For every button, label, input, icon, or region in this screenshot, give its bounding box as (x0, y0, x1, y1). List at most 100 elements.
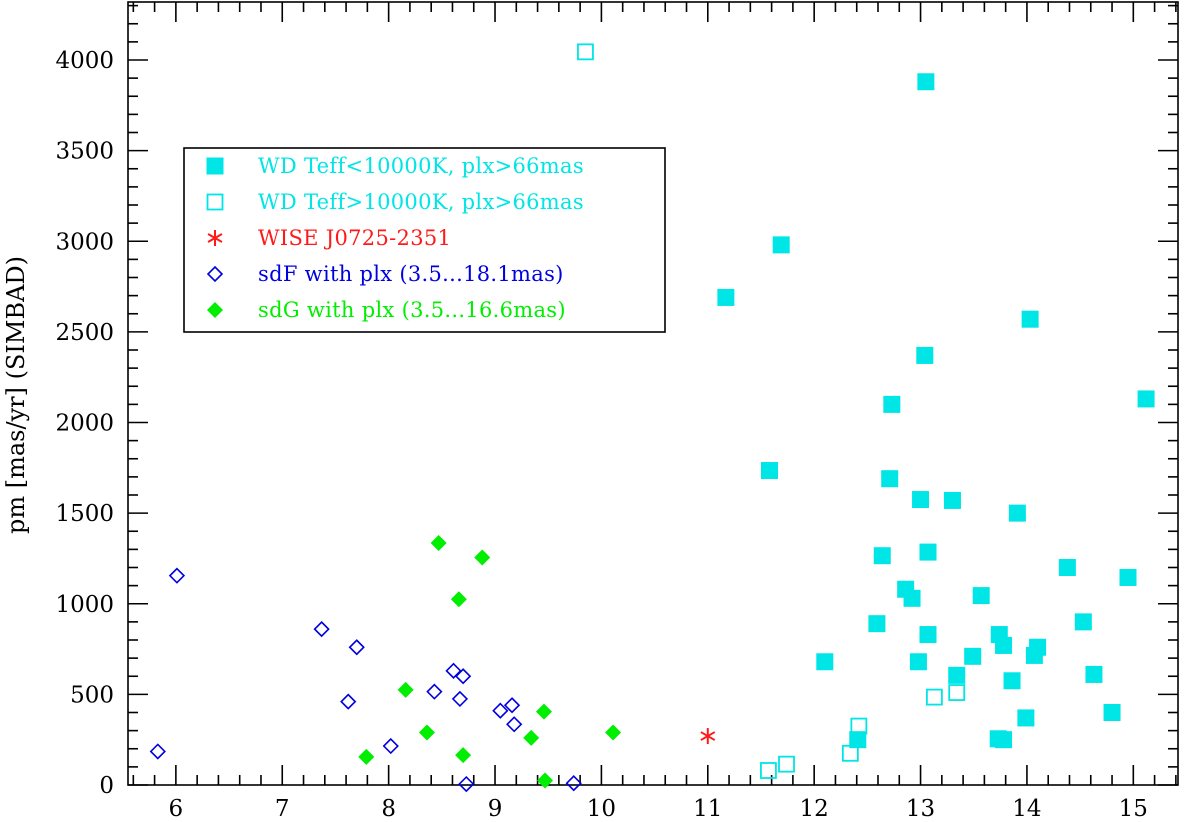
data-point (919, 626, 937, 644)
data-point (348, 639, 365, 656)
legend-label: WD Teff<10000K, plx>66mas (258, 154, 584, 178)
x-tick-label: 11 (693, 796, 722, 822)
data-point (455, 747, 472, 764)
data-point (451, 690, 469, 708)
series-4 (358, 535, 622, 789)
data-point (1119, 568, 1137, 586)
y-tick-label: 0 (99, 773, 114, 799)
data-point (850, 717, 868, 735)
data-point (700, 728, 716, 745)
y-tick-label: 3000 (55, 229, 114, 255)
data-point (445, 662, 462, 679)
data-point (841, 744, 859, 762)
data-point (397, 681, 414, 698)
data-point (1085, 665, 1103, 683)
data-point (816, 653, 834, 671)
data-point (168, 567, 186, 584)
data-point (535, 703, 552, 720)
series-1 (577, 43, 966, 779)
data-point (917, 73, 935, 91)
x-tick-label: 15 (1119, 796, 1148, 822)
legend-label: WD Teff>10000K, plx>66mas (258, 190, 584, 214)
y-tick-label: 500 (70, 682, 114, 708)
data-point (426, 683, 443, 700)
data-point (778, 755, 795, 773)
data-point (450, 591, 467, 608)
data-point (964, 647, 982, 665)
data-point (948, 684, 966, 701)
data-point (1058, 559, 1076, 576)
x-tick-label: 10 (587, 796, 616, 822)
data-point (149, 743, 166, 760)
data-point (1017, 709, 1035, 727)
data-point (506, 716, 523, 733)
x-tick-label: 9 (488, 796, 503, 822)
y-tick-label: 3500 (55, 139, 114, 165)
data-point (454, 668, 472, 685)
data-point (995, 636, 1013, 654)
data-point (912, 491, 930, 509)
data-point (340, 693, 357, 710)
data-point (1021, 310, 1039, 328)
data-point (883, 395, 901, 413)
legend-marker (207, 230, 223, 246)
data-point (1137, 390, 1155, 408)
y-axis-title: pm [mas/yr] (SIMBAD) (2, 256, 30, 534)
data-point (492, 702, 509, 719)
data-point (313, 620, 330, 638)
data-point (925, 688, 943, 706)
x-tick-label: 14 (1012, 796, 1041, 822)
data-points (149, 43, 1155, 793)
y-tick-label: 2000 (55, 411, 114, 437)
series-3 (149, 567, 582, 793)
data-point (849, 731, 867, 749)
data-point (1103, 704, 1121, 721)
data-point (537, 772, 554, 789)
legend-label: WISE J0725-2351 (258, 226, 451, 250)
y-tick-label: 1000 (55, 592, 114, 618)
data-point (995, 731, 1013, 749)
legend: WD Teff<10000K, plx>66mas WD Teff>10000K,… (183, 147, 666, 333)
data-point (565, 775, 582, 792)
y-tick-label: 2500 (55, 320, 114, 346)
x-tick-label: 7 (275, 796, 290, 822)
data-point (772, 236, 790, 254)
data-point (903, 589, 921, 607)
x-tick-label: 6 (169, 796, 184, 822)
data-point (881, 470, 899, 488)
y-tick-label: 4000 (55, 48, 114, 74)
legend-label: sdG with plx (3.5...16.6mas) (258, 298, 566, 322)
data-point (1074, 613, 1092, 631)
legend-label: sdF with plx (3.5...18.1mas) (258, 262, 564, 286)
data-point (760, 462, 778, 480)
data-point (605, 724, 622, 741)
data-point (1003, 672, 1021, 690)
y-tick-label: 1500 (55, 501, 114, 527)
data-point (868, 615, 886, 633)
legend-marker (206, 193, 224, 211)
data-point (760, 762, 777, 779)
data-point (474, 549, 491, 566)
data-point (458, 775, 475, 793)
data-point (919, 543, 937, 561)
data-point (972, 587, 990, 605)
data-point (577, 43, 594, 61)
data-point (430, 535, 447, 552)
data-point (916, 346, 934, 364)
data-point (503, 697, 521, 714)
data-point (523, 729, 540, 746)
x-tick-label: 12 (800, 796, 829, 822)
data-point (948, 666, 966, 684)
legend-marker (206, 157, 224, 175)
series-0 (717, 73, 1155, 749)
data-point (1008, 504, 1026, 522)
legend-marker (207, 302, 223, 318)
data-point (358, 748, 375, 765)
data-point (418, 724, 435, 741)
data-point (909, 653, 927, 671)
axis-ticks (128, 2, 1178, 786)
data-point (382, 737, 399, 755)
x-tick-label: 8 (381, 796, 396, 822)
tick-labels: 6 7 8 9 10 11 12 13 14 15 0 500 1000 1500 2000 2500 3000… (55, 48, 1148, 822)
